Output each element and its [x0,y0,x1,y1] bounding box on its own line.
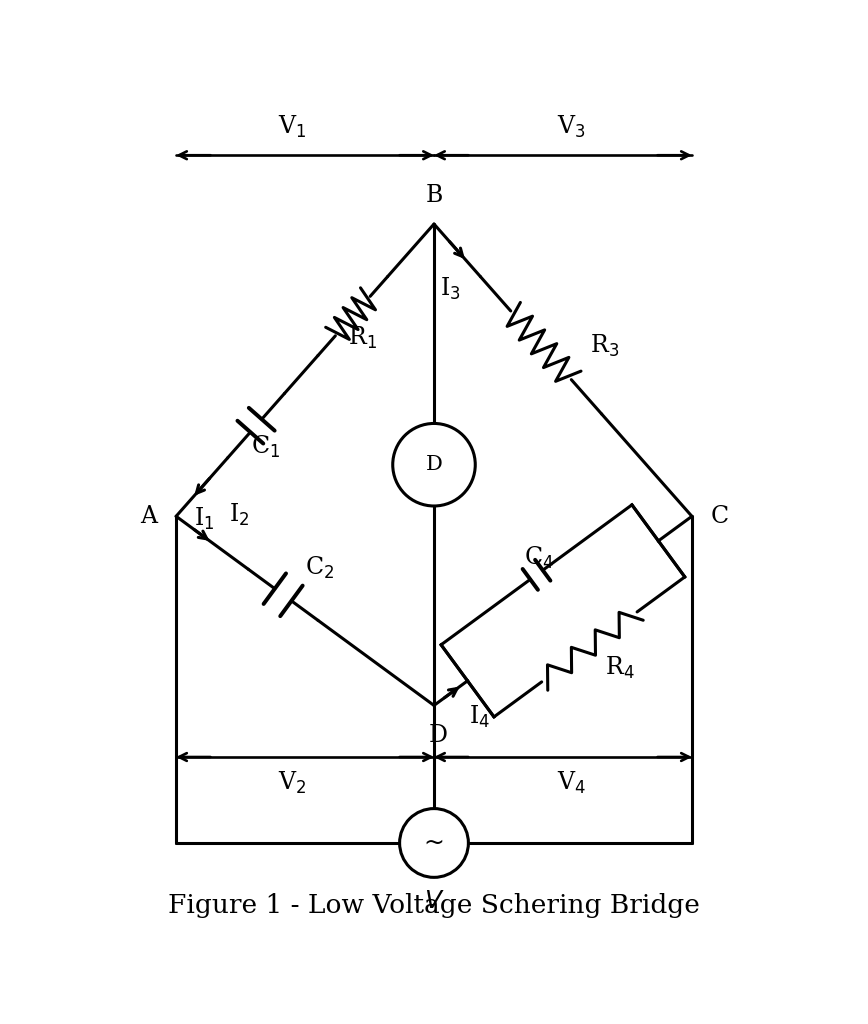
Text: ~: ~ [424,830,444,855]
Text: D: D [429,724,448,748]
Text: V$_2$: V$_2$ [278,770,306,796]
Circle shape [399,809,469,878]
Text: B: B [425,184,443,207]
Circle shape [392,424,476,506]
Text: C: C [711,505,729,527]
Text: R$_4$: R$_4$ [605,654,635,681]
Text: I$_4$: I$_4$ [470,705,490,730]
Text: I$_3$: I$_3$ [440,276,461,302]
Text: V$_3$: V$_3$ [557,114,586,139]
Text: R$_1$: R$_1$ [348,325,378,351]
Text: C$_4$: C$_4$ [523,545,554,570]
Text: C$_1$: C$_1$ [252,434,280,461]
Text: V$_1$: V$_1$ [278,114,306,139]
Text: I$_1$: I$_1$ [194,506,214,531]
Text: $V$: $V$ [424,890,444,913]
Text: A: A [141,505,157,527]
Text: Figure 1 - Low Voltage Schering Bridge: Figure 1 - Low Voltage Schering Bridge [168,893,700,918]
Text: D: D [425,456,443,474]
Text: R$_3$: R$_3$ [590,333,619,359]
Text: C$_2$: C$_2$ [305,555,334,581]
Text: I$_2$: I$_2$ [229,502,249,527]
Text: V$_4$: V$_4$ [557,770,586,796]
